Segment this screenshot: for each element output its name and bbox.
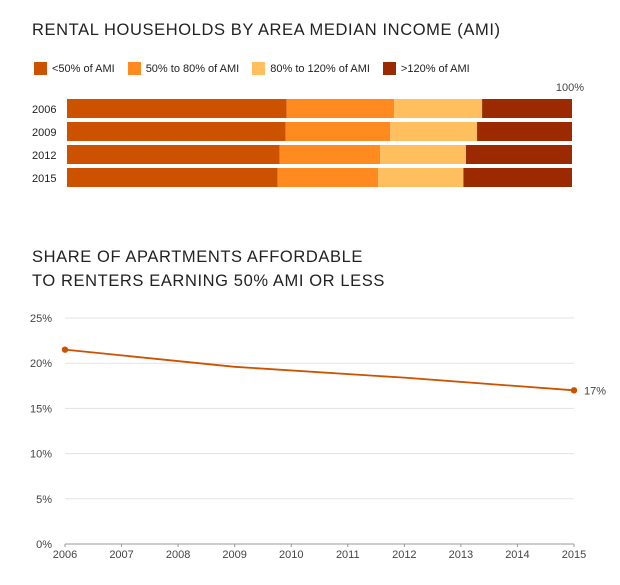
y-tick-label: 20% [30, 358, 52, 370]
legend-swatch [382, 62, 396, 75]
legend-label: >120% of AMI [400, 62, 470, 75]
x-tick-label: 2015 [562, 549, 586, 561]
x-tick-label: 2009 [222, 549, 246, 561]
bar-total-annotation: 100% [556, 82, 584, 94]
line-chart-title: SHARE OF APARTMENTS AFFORDABLE TO RENTER… [32, 245, 385, 293]
bar-chart-title: RENTAL HOUSEHOLDS BY AREA MEDIAN INCOME … [32, 21, 501, 39]
bar-row-label: 2015 [32, 173, 56, 185]
x-tick-label: 2010 [279, 549, 303, 561]
bar-segment [285, 122, 391, 141]
end-value-label: 17% [584, 385, 606, 397]
x-tick-label: 2007 [109, 549, 133, 561]
y-tick-label: 0% [36, 539, 52, 551]
legend-label: 80% to 120% of AMI [270, 62, 370, 75]
bar-row-label: 2006 [32, 104, 56, 116]
bar-row-label: 2009 [32, 127, 56, 139]
bar-segment [279, 145, 381, 164]
bar-row-label: 2012 [32, 150, 56, 162]
legend-swatch [127, 62, 141, 75]
bar-segment [465, 145, 572, 164]
bar-segment [67, 168, 278, 187]
bar-chart-legend: <50% of AMI 50% to 80% of AMI 80% to 120% … [34, 62, 483, 75]
line-chart-title-line-2: TO RENTERS EARNING 50% AMI OR LESS [32, 272, 385, 290]
stacked-bar-chart: 100% 2006 2009 2012 2015 [32, 82, 584, 187]
bar-segment [463, 168, 572, 187]
y-tick-label: 10% [30, 449, 52, 461]
legend-item-1: 50% to 80% of AMI [127, 62, 240, 75]
bar-segment [378, 168, 464, 187]
series-line [64, 348, 575, 392]
legend-label: 50% to 80% of AMI [145, 62, 240, 75]
y-tick-label: 25% [30, 313, 52, 325]
x-tick-label: 2012 [392, 549, 416, 561]
bar-segment [390, 122, 478, 141]
legend-item-2: 80% to 120% of AMI [252, 62, 370, 75]
bar-segment [394, 99, 483, 118]
bar-segment [67, 145, 280, 164]
line-chart-title-line-1: SHARE OF APARTMENTS AFFORDABLE [32, 248, 363, 266]
x-tick-label: 2011 [336, 549, 360, 561]
bar-segment [286, 99, 395, 118]
bar-segment [380, 145, 466, 164]
bar-segment [477, 122, 572, 141]
x-tick-label: 2006 [53, 549, 77, 561]
data-point [61, 346, 69, 353]
legend-label: <50% of AMI [52, 62, 115, 75]
bar-segment [67, 99, 287, 118]
x-tick-label: 2014 [505, 549, 529, 561]
x-tick-label: 2008 [166, 549, 190, 561]
data-point [570, 387, 578, 394]
bar-segment [277, 168, 379, 187]
y-tick-label: 15% [30, 403, 52, 415]
legend-swatch [34, 62, 47, 75]
legend-item-3: >120% of AMI [382, 62, 470, 75]
y-tick-label: 5% [36, 494, 52, 506]
x-tick-label: 2013 [449, 549, 473, 561]
bar-segment [67, 122, 286, 141]
legend-item-0: <50% of AMI [34, 62, 115, 75]
legend-swatch [252, 62, 266, 75]
bar-segment [482, 99, 572, 118]
